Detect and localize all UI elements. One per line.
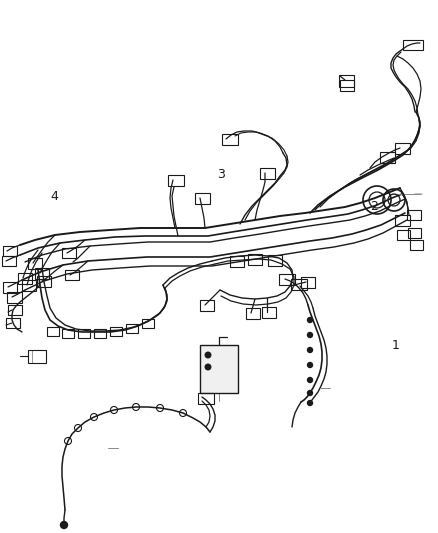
Bar xyxy=(395,143,410,154)
Circle shape xyxy=(307,333,312,337)
Circle shape xyxy=(307,348,312,352)
Bar xyxy=(380,152,395,163)
Bar xyxy=(407,210,421,220)
Circle shape xyxy=(205,352,211,358)
Bar xyxy=(222,134,238,145)
Bar xyxy=(18,273,32,284)
Bar xyxy=(110,327,122,336)
Bar xyxy=(403,40,423,50)
Bar xyxy=(142,319,154,328)
Bar xyxy=(3,282,17,293)
Bar xyxy=(395,215,410,226)
Bar xyxy=(200,300,214,311)
Bar xyxy=(260,168,275,179)
Bar xyxy=(22,280,36,291)
Bar xyxy=(230,256,244,267)
Bar xyxy=(248,254,262,265)
Bar xyxy=(200,345,238,393)
Bar xyxy=(62,329,74,338)
Bar xyxy=(339,75,354,87)
Bar xyxy=(168,175,184,186)
Bar xyxy=(198,393,214,404)
Circle shape xyxy=(60,521,67,529)
Bar xyxy=(37,276,51,287)
Circle shape xyxy=(307,362,312,367)
Bar xyxy=(262,307,276,318)
Bar xyxy=(279,274,295,285)
Bar xyxy=(28,258,42,269)
Circle shape xyxy=(205,364,211,370)
Bar xyxy=(2,256,16,266)
Circle shape xyxy=(307,318,312,322)
Bar xyxy=(410,240,423,250)
Bar xyxy=(62,248,76,258)
Text: 4: 4 xyxy=(50,190,58,203)
Bar xyxy=(408,228,421,238)
Bar xyxy=(78,329,90,338)
Bar xyxy=(3,246,17,256)
Circle shape xyxy=(307,391,312,395)
Circle shape xyxy=(307,400,312,406)
Bar xyxy=(246,308,260,319)
Bar xyxy=(301,277,315,288)
Bar xyxy=(268,255,282,266)
Bar xyxy=(94,329,106,338)
Text: 1: 1 xyxy=(392,339,400,352)
Bar xyxy=(7,292,22,303)
Bar xyxy=(28,350,46,363)
Bar xyxy=(195,193,210,204)
Text: 2: 2 xyxy=(370,200,378,213)
Bar xyxy=(35,268,49,279)
Bar xyxy=(291,279,307,290)
Circle shape xyxy=(307,377,312,383)
Bar xyxy=(397,230,410,240)
Bar xyxy=(126,324,138,333)
Bar xyxy=(8,305,22,315)
Bar xyxy=(6,318,20,328)
Bar xyxy=(340,80,354,91)
Bar xyxy=(65,270,79,280)
Text: 3: 3 xyxy=(217,168,225,181)
Bar xyxy=(47,327,59,336)
